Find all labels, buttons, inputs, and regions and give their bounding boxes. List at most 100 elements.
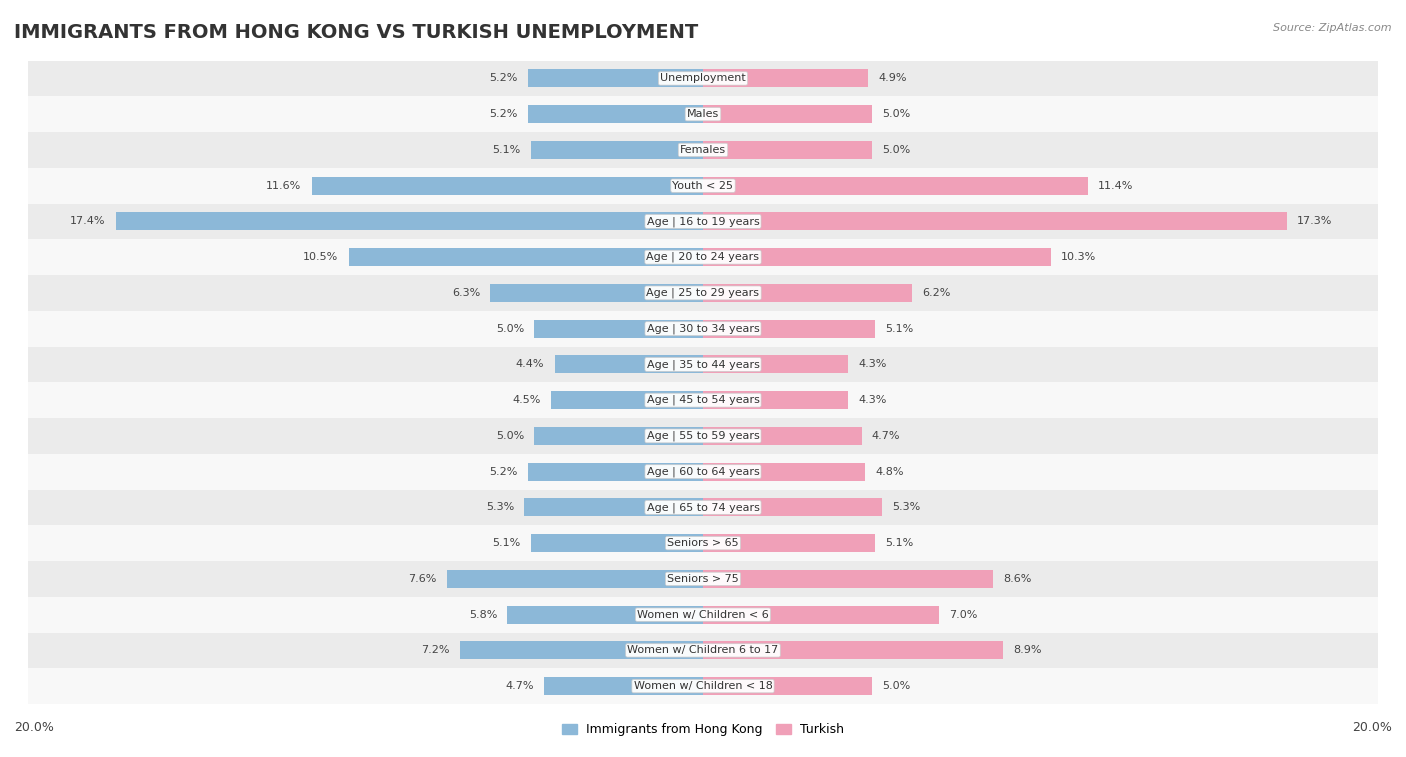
Bar: [28, 633, 1378, 668]
Text: 5.3%: 5.3%: [891, 503, 920, 512]
Text: Women w/ Children < 18: Women w/ Children < 18: [634, 681, 772, 691]
Text: 5.8%: 5.8%: [468, 609, 498, 620]
Bar: [534, 427, 703, 445]
Bar: [703, 570, 993, 588]
Text: 4.3%: 4.3%: [858, 360, 887, 369]
Text: Women w/ Children < 6: Women w/ Children < 6: [637, 609, 769, 620]
Bar: [703, 534, 875, 552]
Text: Age | 20 to 24 years: Age | 20 to 24 years: [647, 252, 759, 263]
Bar: [28, 490, 1378, 525]
Text: 5.0%: 5.0%: [882, 681, 910, 691]
Bar: [28, 168, 1378, 204]
Bar: [703, 141, 872, 159]
Text: Males: Males: [688, 109, 718, 119]
Text: 5.2%: 5.2%: [489, 109, 517, 119]
Bar: [703, 176, 1088, 195]
Bar: [28, 61, 1378, 96]
Bar: [527, 70, 703, 87]
Bar: [703, 606, 939, 624]
Bar: [703, 105, 872, 123]
Bar: [527, 463, 703, 481]
Bar: [534, 319, 703, 338]
Bar: [703, 319, 875, 338]
Text: IMMIGRANTS FROM HONG KONG VS TURKISH UNEMPLOYMENT: IMMIGRANTS FROM HONG KONG VS TURKISH UNE…: [14, 23, 699, 42]
Text: Age | 30 to 34 years: Age | 30 to 34 years: [647, 323, 759, 334]
Text: 20.0%: 20.0%: [1353, 721, 1392, 734]
Bar: [28, 96, 1378, 132]
Bar: [28, 597, 1378, 633]
Text: 10.5%: 10.5%: [304, 252, 339, 262]
Bar: [460, 641, 703, 659]
Text: Unemployment: Unemployment: [661, 73, 745, 83]
Text: 5.3%: 5.3%: [486, 503, 515, 512]
Text: 8.9%: 8.9%: [1014, 646, 1042, 656]
Bar: [491, 284, 703, 302]
Text: 4.5%: 4.5%: [513, 395, 541, 405]
Text: 4.7%: 4.7%: [506, 681, 534, 691]
Text: 5.1%: 5.1%: [492, 145, 520, 155]
Bar: [703, 427, 862, 445]
Bar: [554, 356, 703, 373]
Text: Source: ZipAtlas.com: Source: ZipAtlas.com: [1274, 23, 1392, 33]
Bar: [28, 275, 1378, 311]
Text: 5.1%: 5.1%: [886, 538, 914, 548]
Bar: [28, 418, 1378, 453]
Text: 6.2%: 6.2%: [922, 288, 950, 298]
Text: 5.2%: 5.2%: [489, 73, 517, 83]
Bar: [544, 678, 703, 695]
Bar: [28, 347, 1378, 382]
Text: Age | 25 to 29 years: Age | 25 to 29 years: [647, 288, 759, 298]
Bar: [349, 248, 703, 266]
Bar: [524, 498, 703, 516]
Text: Women w/ Children 6 to 17: Women w/ Children 6 to 17: [627, 646, 779, 656]
Text: 4.7%: 4.7%: [872, 431, 900, 441]
Text: Age | 55 to 59 years: Age | 55 to 59 years: [647, 431, 759, 441]
Text: 7.2%: 7.2%: [422, 646, 450, 656]
Text: 20.0%: 20.0%: [14, 721, 53, 734]
Bar: [28, 453, 1378, 490]
Bar: [28, 311, 1378, 347]
Bar: [531, 141, 703, 159]
Bar: [703, 213, 1286, 230]
Text: 7.6%: 7.6%: [408, 574, 436, 584]
Text: 7.0%: 7.0%: [949, 609, 977, 620]
Text: 6.3%: 6.3%: [453, 288, 481, 298]
Bar: [28, 132, 1378, 168]
Legend: Immigrants from Hong Kong, Turkish: Immigrants from Hong Kong, Turkish: [561, 723, 845, 736]
Text: 4.9%: 4.9%: [879, 73, 907, 83]
Text: 8.6%: 8.6%: [1004, 574, 1032, 584]
Text: 5.0%: 5.0%: [882, 145, 910, 155]
Bar: [531, 534, 703, 552]
Text: Age | 60 to 64 years: Age | 60 to 64 years: [647, 466, 759, 477]
Bar: [115, 213, 703, 230]
Bar: [508, 606, 703, 624]
Text: 10.3%: 10.3%: [1060, 252, 1095, 262]
Bar: [28, 668, 1378, 704]
Text: Seniors > 65: Seniors > 65: [668, 538, 738, 548]
Text: 5.0%: 5.0%: [496, 324, 524, 334]
Bar: [703, 248, 1050, 266]
Bar: [447, 570, 703, 588]
Text: Females: Females: [681, 145, 725, 155]
Bar: [703, 356, 848, 373]
Bar: [28, 382, 1378, 418]
Text: Age | 45 to 54 years: Age | 45 to 54 years: [647, 395, 759, 406]
Text: Youth < 25: Youth < 25: [672, 181, 734, 191]
Text: 5.0%: 5.0%: [496, 431, 524, 441]
Bar: [703, 391, 848, 409]
Bar: [527, 105, 703, 123]
Text: Age | 16 to 19 years: Age | 16 to 19 years: [647, 217, 759, 226]
Text: 11.6%: 11.6%: [266, 181, 301, 191]
Bar: [703, 498, 882, 516]
Text: Seniors > 75: Seniors > 75: [666, 574, 740, 584]
Text: 4.3%: 4.3%: [858, 395, 887, 405]
Text: 5.1%: 5.1%: [492, 538, 520, 548]
Text: 4.4%: 4.4%: [516, 360, 544, 369]
Bar: [312, 176, 703, 195]
Text: 4.8%: 4.8%: [875, 466, 904, 477]
Bar: [28, 204, 1378, 239]
Bar: [703, 463, 865, 481]
Bar: [703, 641, 1004, 659]
Bar: [703, 678, 872, 695]
Bar: [28, 561, 1378, 597]
